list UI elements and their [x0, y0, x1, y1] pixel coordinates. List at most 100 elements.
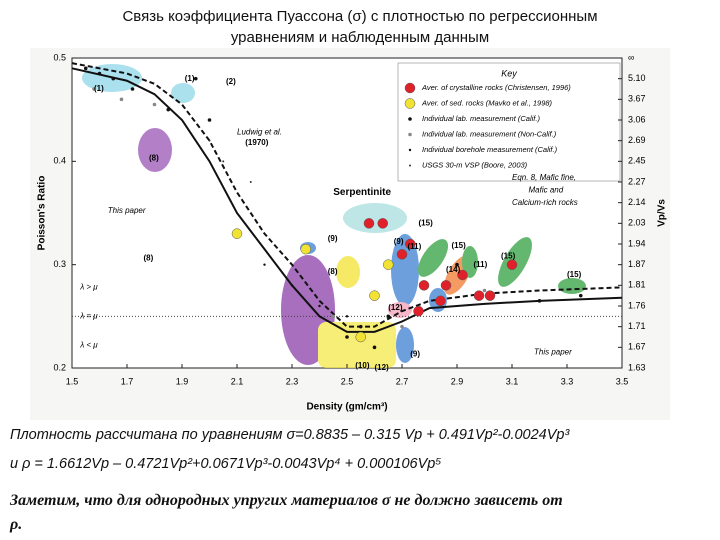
key-label: Aver. of sed. rocks (Mavko et al., 1998) [421, 98, 553, 107]
x-tick-label: 1.7 [121, 376, 134, 386]
key-marker [408, 148, 412, 152]
point [345, 315, 349, 318]
point [152, 102, 157, 107]
annotation: (2) [226, 77, 236, 86]
point [222, 160, 225, 163]
point [358, 324, 363, 329]
point [331, 314, 336, 319]
point [377, 218, 388, 229]
key-marker [404, 98, 416, 109]
note: Плотность рассчитана по уравнениям σ=0.8… [10, 427, 570, 443]
annotation: (8) [149, 153, 159, 162]
x-tick-label: 3.5 [616, 376, 629, 386]
point [111, 76, 116, 81]
x-axis-label: Density (gm/cm³) [306, 402, 387, 413]
note: и ρ = 1.6612Vp – 0.4721Vp²+0.0671Vp³-0.0… [10, 456, 442, 472]
annotation: (15) [419, 218, 434, 227]
annotation: (12) [375, 363, 390, 372]
point [290, 284, 294, 287]
region [558, 278, 586, 294]
point [231, 228, 243, 239]
point [369, 290, 380, 301]
annotation: (14) [446, 265, 461, 274]
key-label: Individual lab. measurement (Calif.) [422, 114, 540, 123]
point [455, 262, 459, 267]
annotation: (9) [328, 234, 338, 243]
x-tick-label: 2.3 [286, 376, 299, 386]
point [396, 249, 408, 260]
y-tick-label: 0.4 [53, 156, 66, 166]
point [418, 280, 430, 291]
y2-tick-label: ∞ [628, 52, 634, 62]
point [92, 87, 96, 91]
region [462, 246, 478, 278]
key-label: Individual borehole measurement (Calif.) [422, 145, 558, 154]
y2-tick-label: 1.87 [628, 259, 646, 269]
point [345, 335, 349, 339]
annotation: Mafic and [529, 185, 564, 194]
x-tick-label: 3.3 [561, 376, 574, 386]
annotation: This paper [108, 206, 146, 215]
curve [71, 62, 623, 328]
point [119, 97, 124, 102]
x-tick-label: 2.9 [451, 376, 464, 386]
curve [71, 67, 623, 333]
y2-tick-label: 2.27 [628, 176, 646, 186]
point [440, 280, 452, 291]
y-axis-label: Poisson's Ratio [37, 176, 48, 251]
x-tick-label: 1.5 [66, 376, 79, 386]
region [388, 302, 412, 318]
annotation: Serpentinite [333, 187, 391, 198]
point [372, 345, 377, 350]
point [355, 331, 366, 343]
annotation: (8) [144, 254, 154, 263]
point [166, 107, 171, 112]
region [336, 256, 360, 288]
key-marker [404, 82, 416, 94]
point [537, 299, 542, 303]
point [435, 295, 446, 307]
point [318, 304, 321, 308]
chart: Key 1.5 1.7 1.9 2.1 2.3 2.5 2.7 2.9 3.1 3.3 3.5 0.2… [30, 48, 670, 420]
y2-tick-label: 1.63 [628, 362, 646, 372]
annotation: Ludwig et al. [237, 128, 282, 137]
annotation: (10) [355, 361, 370, 370]
point [263, 263, 266, 266]
annotation: (11) [474, 260, 488, 269]
point [363, 218, 375, 229]
key-label: Aver. of crystalline rocks (Christensen,… [421, 83, 571, 92]
key-marker [408, 132, 412, 137]
note: ρ. [10, 516, 23, 533]
annotation: (1) [94, 84, 104, 93]
annotation: This paper [534, 348, 572, 357]
y2-tick-label: 1.71 [628, 321, 646, 331]
y2-tick-label: 2.69 [628, 135, 646, 145]
title-line: уравнениям и наблюденным данным [230, 29, 490, 45]
key-label: Individual lab. measurement (Non-Calif.) [422, 129, 557, 138]
y2-tick-label: 5.10 [628, 73, 646, 83]
region [138, 128, 172, 172]
title-line: Связь коэффициента Пуассона (σ) с плотно… [122, 8, 598, 25]
annotation: (15) [567, 270, 582, 279]
point [97, 71, 102, 76]
annotation: (11) [408, 242, 422, 251]
y2-tick-label: 2.14 [628, 197, 646, 207]
point [457, 269, 468, 281]
region [417, 239, 449, 277]
y2-tick-label: 2.45 [628, 156, 646, 166]
y2-tick-label: 1.94 [628, 238, 646, 248]
annotation: (9) [410, 350, 420, 359]
region [396, 327, 414, 363]
point [413, 305, 424, 317]
point [208, 139, 211, 142]
point [386, 314, 391, 319]
x-tick-label: 1.9 [176, 376, 189, 386]
y2-tick-label: 3.67 [628, 94, 646, 104]
annotation: Calcium-rich rocks [512, 198, 578, 207]
region [171, 83, 195, 103]
point [473, 290, 485, 301]
annotation: (8) [328, 267, 338, 276]
key-title: Key [501, 68, 517, 78]
region [343, 203, 407, 233]
